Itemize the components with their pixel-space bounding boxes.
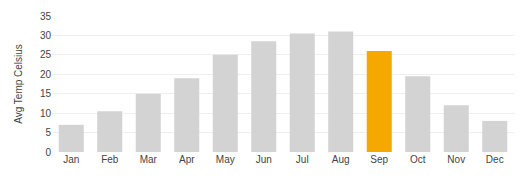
svg-text:20: 20: [40, 69, 52, 80]
svg-text:35: 35: [40, 11, 52, 22]
svg-text:5: 5: [45, 127, 51, 138]
svg-text:10: 10: [40, 108, 52, 119]
svg-text:Jun: Jun: [256, 154, 272, 165]
svg-text:Apr: Apr: [179, 154, 195, 165]
svg-text:25: 25: [40, 49, 52, 60]
svg-text:0: 0: [45, 147, 51, 158]
svg-text:Jan: Jan: [63, 154, 79, 165]
svg-text:Aug: Aug: [332, 154, 350, 165]
svg-text:Dec: Dec: [486, 154, 504, 165]
svg-text:Nov: Nov: [447, 154, 465, 165]
svg-text:15: 15: [40, 88, 52, 99]
svg-text:Avg Temp Celsius: Avg Temp Celsius: [13, 44, 24, 124]
svg-text:Feb: Feb: [101, 154, 119, 165]
svg-text:Jul: Jul: [296, 154, 309, 165]
svg-text:Sep: Sep: [370, 154, 388, 165]
svg-text:Oct: Oct: [410, 154, 426, 165]
svg-text:30: 30: [40, 30, 52, 41]
svg-text:Mar: Mar: [140, 154, 158, 165]
svg-text:May: May: [216, 154, 235, 165]
